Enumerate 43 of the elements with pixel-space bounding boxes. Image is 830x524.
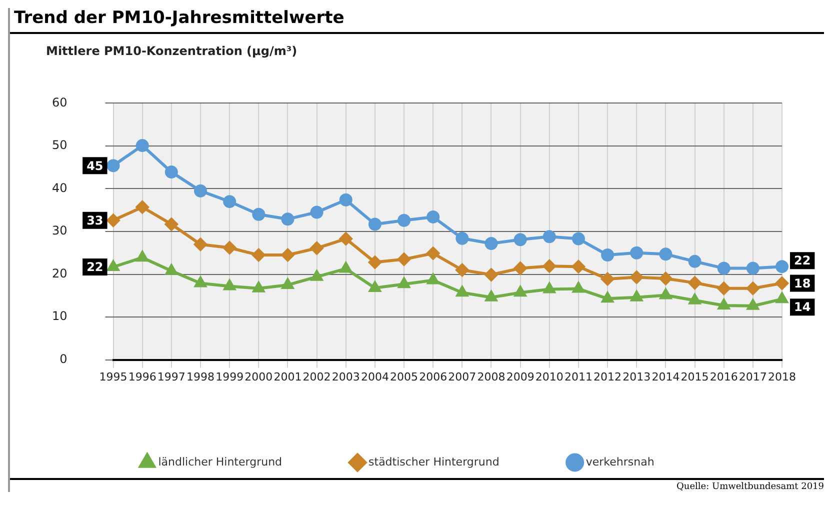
x-tick-label: 2013: [622, 370, 651, 384]
x-tick-label: 1995: [99, 370, 128, 384]
x-tick-label: 2012: [594, 370, 622, 384]
data-label: 22: [86, 260, 104, 274]
y-tick-label: 30: [52, 224, 68, 238]
legend-label: verkehrsnah: [586, 455, 654, 468]
data-label: 14: [794, 300, 811, 314]
y-tick-label: 50: [52, 138, 68, 152]
x-tick-label: 2007: [448, 370, 476, 384]
x-tick-label: 2015: [680, 370, 709, 384]
x-tick-label: 2017: [738, 370, 767, 384]
x-tick-label: 1996: [128, 370, 156, 384]
x-tick-label: 2009: [506, 370, 534, 384]
x-tick-label: 2003: [332, 370, 360, 384]
x-tick-label: 2002: [302, 370, 331, 384]
x-tick-label: 2010: [535, 370, 564, 384]
source-note: Quelle: Umweltbundesamt 2019: [10, 478, 824, 492]
x-tick-label: 1999: [216, 370, 244, 384]
data-label: 22: [794, 254, 811, 268]
y-tick-label: 0: [60, 352, 68, 366]
x-tick-label: 2006: [419, 370, 448, 384]
x-tick-label: 2001: [274, 370, 302, 384]
x-tick-label: 2016: [710, 370, 738, 384]
y-axis-title: Mittlere PM10-Konzentration (µg/m³): [45, 43, 298, 58]
x-tick-label: 2008: [477, 370, 506, 384]
x-tick-label: 2004: [360, 370, 389, 384]
y-tick-label: 20: [52, 266, 68, 280]
x-tick-label: 2014: [652, 370, 680, 384]
x-tick-label: 2011: [564, 370, 592, 384]
chart-title: Trend der PM10-Jahresmittelwerte: [10, 8, 824, 34]
data-label: 18: [794, 276, 811, 290]
data-label: 33: [86, 214, 104, 228]
y-tick-label: 10: [52, 309, 68, 324]
legend-label: städtischer Hintergrund: [368, 455, 500, 468]
data-label: 45: [86, 158, 104, 173]
x-tick-label: 2000: [244, 370, 273, 384]
x-tick-label: 1998: [186, 370, 214, 384]
x-tick-label: 1997: [157, 370, 186, 384]
legend-label: ländlicher Hintergrund: [158, 455, 282, 468]
y-tick-label: 60: [52, 95, 68, 110]
x-tick-label: 2005: [390, 370, 418, 384]
x-tick-label: 2018: [768, 370, 796, 384]
y-tick-label: 40: [52, 180, 68, 195]
